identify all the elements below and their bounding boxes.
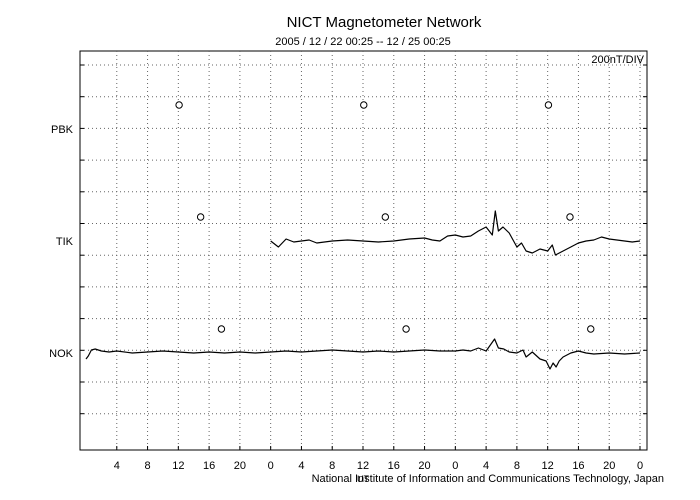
x-tick-labels: 4 8 12 16 20 0 4 8 12 16 20 0 4 8 12 16 20 0 xyxy=(114,460,643,472)
x-tick-label: 4 xyxy=(298,460,304,472)
noon-marker xyxy=(175,101,183,109)
station-label-nok: NOK xyxy=(49,348,74,360)
x-tick-label: 12 xyxy=(542,460,554,472)
x-tick-label: 4 xyxy=(483,460,489,472)
noon-marker xyxy=(217,325,226,333)
x-tick-label: 20 xyxy=(234,460,246,472)
noon-marker xyxy=(544,101,553,109)
x-tick-label: 16 xyxy=(572,460,584,472)
x-tick-label: 12 xyxy=(357,460,369,472)
station-label-pbk: PBK xyxy=(51,124,74,136)
x-tick-label: 0 xyxy=(268,460,274,472)
chart-title: NICT Magnetometer Network xyxy=(287,14,482,31)
scale-label: 200nT/DIV xyxy=(591,54,644,66)
x-tick-label: 8 xyxy=(329,460,335,472)
station-label-tik: TIK xyxy=(56,236,74,248)
credit-text: National Institute of Information and Co… xyxy=(312,473,664,485)
trace-tik xyxy=(270,210,641,256)
axis-ticks xyxy=(80,64,647,450)
trace-nok xyxy=(85,338,641,370)
plot-frame xyxy=(79,50,648,451)
x-tick-label: 16 xyxy=(388,460,400,472)
chart-subtitle: 2005 / 12 / 22 00:25 -- 12 / 25 00:25 xyxy=(275,36,451,48)
noon-marker xyxy=(566,213,574,221)
x-tick-label: 8 xyxy=(514,460,520,472)
x-tick-label: 16 xyxy=(203,460,215,472)
x-tick-label: 0 xyxy=(452,460,458,472)
x-tick-label: 8 xyxy=(144,460,150,472)
noon-marker xyxy=(381,213,390,221)
x-tick-label: 4 xyxy=(114,460,120,472)
x-tick-label: 20 xyxy=(603,460,615,472)
x-axis-label: UT xyxy=(357,474,369,484)
x-tick-label: 20 xyxy=(418,460,430,472)
x-tick-label: 12 xyxy=(172,460,184,472)
noon-marker xyxy=(587,325,595,333)
noon-marker xyxy=(402,325,410,333)
noon-marker xyxy=(196,213,205,221)
station-traces: PBK TIK NOK xyxy=(49,101,641,370)
noon-marker xyxy=(360,101,368,109)
grid-lines xyxy=(80,51,647,450)
x-tick-label: 0 xyxy=(637,460,643,472)
